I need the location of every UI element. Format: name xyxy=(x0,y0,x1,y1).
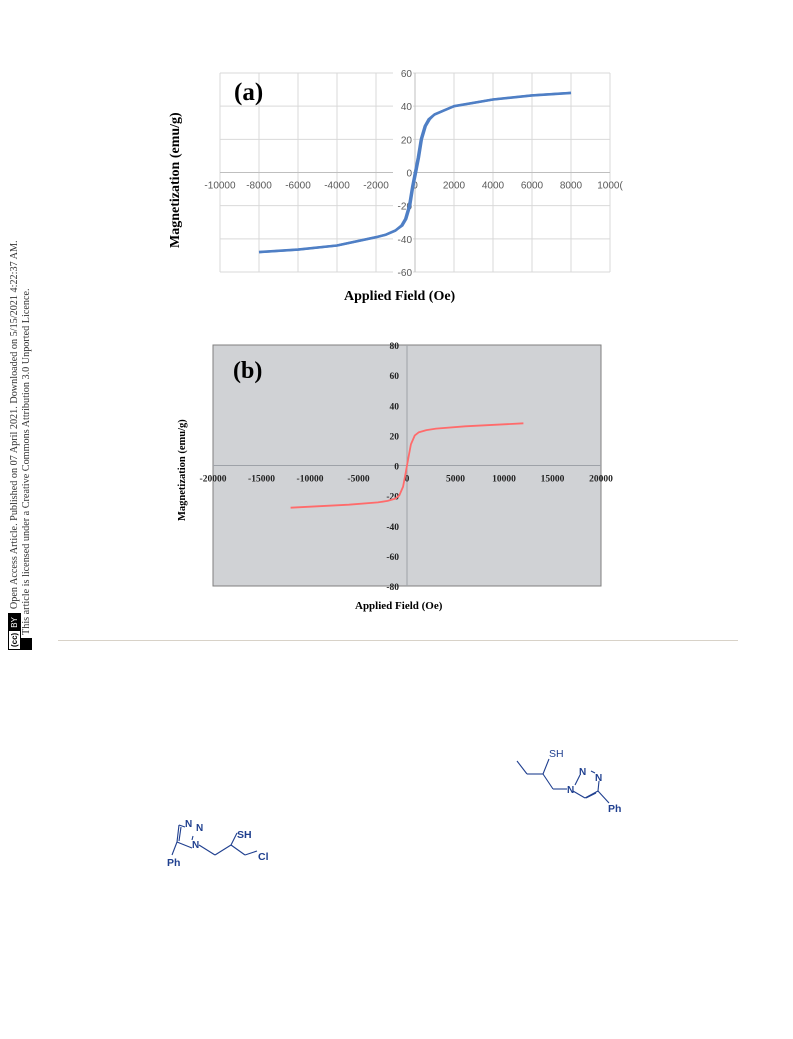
chart-a-xlabel: Applied Field (Oe) xyxy=(344,289,456,304)
chart-b-x-tick-label: -10000 xyxy=(297,475,324,485)
mol2-n1-label: N xyxy=(185,819,192,830)
chart-a-series-line-return xyxy=(258,91,572,254)
chart-a-y-tick-bg xyxy=(393,232,413,244)
panel-label-b: (b) xyxy=(233,358,263,384)
mol1-n2-label: N xyxy=(579,767,586,778)
chart-b-x-tick-label: 20000 xyxy=(589,475,613,485)
chart-a-y-tick-label: 60 xyxy=(401,69,413,80)
chart-a-y-tick-label: -40 xyxy=(398,235,413,246)
chart-b-x-tick-label: -20000 xyxy=(200,475,227,485)
molecule-1: SH N N N Ph xyxy=(516,748,621,815)
chart-a-x-tick-label: -10000 xyxy=(204,181,236,192)
mol2-cl-label: Cl xyxy=(258,851,269,863)
molecule-2: N N N SH Cl Ph xyxy=(167,819,269,869)
chart-a-y-tick-label: -60 xyxy=(398,268,413,279)
chart-a-y-tick-bg xyxy=(393,266,413,277)
chart-b-series-line xyxy=(290,422,524,509)
chart-a-y-tick-label: 20 xyxy=(401,135,413,146)
chart-a-x-tick-label: 0 xyxy=(412,181,418,192)
panel-label-a: (a) xyxy=(234,79,264,106)
chart-a: -10000 -8000 -6000 -4000 -2000 0 2000 4000 6000 8… xyxy=(200,67,623,593)
chart-a-y-tick-label: -20 xyxy=(398,202,413,213)
chart-b-y-tick-label: -40 xyxy=(386,523,399,533)
chart-a-y-tick-bg xyxy=(393,199,413,211)
chart-b-y-tick-label: 60 xyxy=(390,372,400,382)
chart-b-y-tick-label: 0 xyxy=(394,463,399,473)
chart-a-y-tick-label: 0 xyxy=(406,169,412,180)
chart-b-xlabel: Applied Field (Oe) xyxy=(355,600,443,612)
chart-a-x-tick-label: 8000 xyxy=(560,181,583,192)
chart-b-y-tick-label: 80 xyxy=(390,342,400,352)
mol2-sh-label: SH xyxy=(237,829,252,841)
chart-b-x-tick-label: 15000 xyxy=(541,475,565,485)
chart-a-ylabel: Magnetization (emu/g) xyxy=(168,112,183,248)
chart-a-y-tick-label: 40 xyxy=(401,102,413,113)
chart-a-x-tick-label: -6000 xyxy=(285,181,311,192)
mol1-sh-label: SH xyxy=(549,748,564,760)
chart-b-y-tick-label: 20 xyxy=(390,432,400,442)
mol2-n3-label: N xyxy=(192,840,199,851)
chart-b-x-tick-label: 0 xyxy=(405,475,410,485)
chart-b-x-tick-label: -5000 xyxy=(347,475,369,485)
chart-b-x-tick-label: 10000 xyxy=(492,475,516,485)
chart-b-y-tick-label: -80 xyxy=(386,583,399,593)
mol1-n1-label: N xyxy=(567,785,574,796)
chart-a-x-tick-label: 4000 xyxy=(482,181,505,192)
chart-a-y-tick-bg xyxy=(393,67,413,78)
chart-a-x-tick-label: 6000 xyxy=(521,181,544,192)
chart-a-x-tick-label: 2000 xyxy=(443,181,466,192)
chart-b-x-tick-label: 5000 xyxy=(446,475,465,485)
section-divider xyxy=(58,640,738,641)
chart-b-y-tick-label: -20 xyxy=(386,493,399,503)
chart-b-y-tick-label: -60 xyxy=(386,553,399,563)
chart-a-x-tick-label: -4000 xyxy=(324,181,350,192)
mol1-ph-label: Ph xyxy=(608,803,621,815)
mol1-n3-label: N xyxy=(595,773,602,784)
chart-a-y-tick-bg xyxy=(393,166,413,178)
mol2-ph-label: Ph xyxy=(167,857,180,869)
chart-a-x-tick-label: 1000( xyxy=(597,181,623,192)
chart-b-y-tick-label: 40 xyxy=(390,402,400,412)
mol2-n2-label: N xyxy=(196,823,203,834)
chart-a-x-tick-label: -8000 xyxy=(246,181,272,192)
chart-a-y-tick-bg xyxy=(393,133,413,145)
chart-b-x-tick-label: -15000 xyxy=(248,475,275,485)
chart-a-y-tick-bg xyxy=(393,100,413,112)
chart-a-x-tick-label: -2000 xyxy=(363,181,389,192)
chart-b-ylabel: Magnetization (emu/g) xyxy=(177,419,188,521)
